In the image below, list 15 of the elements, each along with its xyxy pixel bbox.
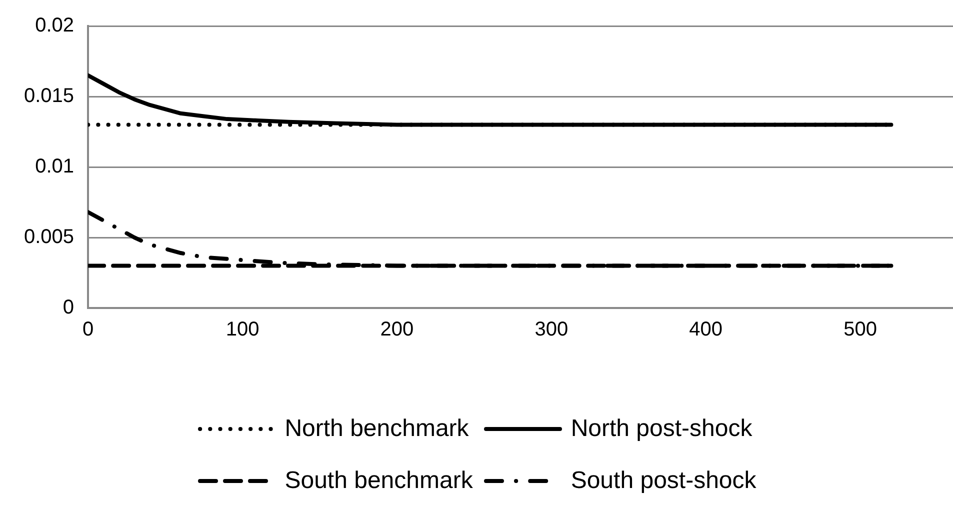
y-tick-label: 0.005 — [24, 226, 74, 248]
x-tick-label: 400 — [689, 318, 723, 341]
x-tick-label: 100 — [226, 318, 260, 341]
legend-label: South post-shock — [570, 467, 756, 495]
x-tick-label: 0 — [82, 318, 94, 341]
x-tick-label: 200 — [380, 318, 414, 341]
y-tick-label: 0 — [62, 296, 74, 319]
x-tick-label: 500 — [844, 318, 878, 341]
y-tick-label: 0.01 — [35, 156, 74, 178]
y-tick-label: 0.015 — [24, 85, 74, 108]
legend-label: North benchmark — [284, 415, 469, 443]
legend-label: North post-shock — [570, 415, 752, 443]
legend-label: South benchmark — [284, 467, 473, 495]
y-tick-label: 0.02 — [35, 14, 74, 37]
x-tick-label: 300 — [534, 318, 568, 341]
